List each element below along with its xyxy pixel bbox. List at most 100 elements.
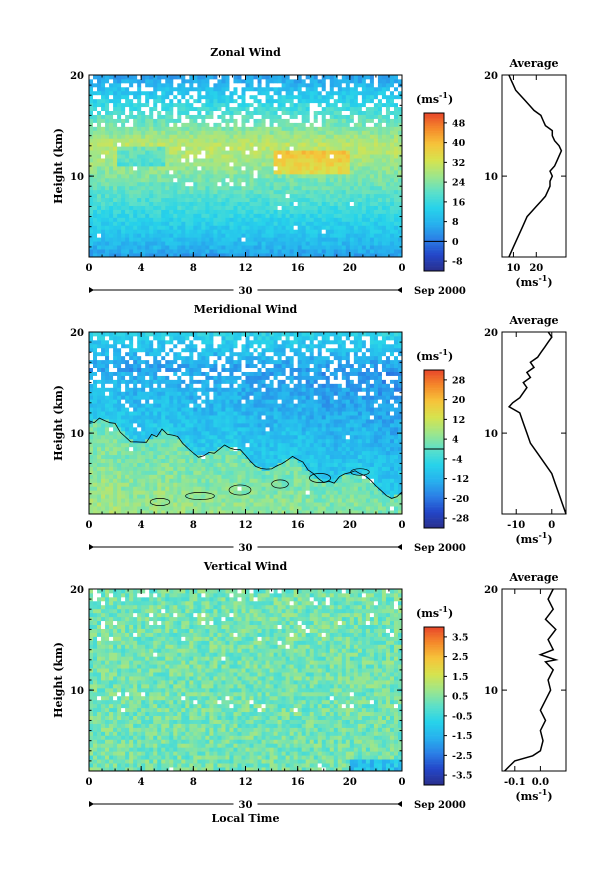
heatmap-cell <box>321 474 327 479</box>
heatmap-cell <box>281 82 287 88</box>
heatmap-cell <box>305 78 311 84</box>
heatmap-cell <box>237 193 242 199</box>
heatmap-cell <box>185 486 190 491</box>
heatmap-cell <box>317 138 323 143</box>
heatmap-cell <box>185 177 190 183</box>
heatmap-cell <box>349 94 355 100</box>
heatmap-cell <box>389 146 395 151</box>
heatmap-cell <box>117 118 122 123</box>
heatmap-cell <box>341 221 347 226</box>
heatmap-cell <box>389 193 395 199</box>
heatmap-cell <box>289 146 295 151</box>
heatmap-cell <box>385 130 391 135</box>
heatmap-cell <box>153 98 158 104</box>
heatmap-cell <box>141 134 146 139</box>
heatmap-cell <box>117 245 122 250</box>
heatmap-cell <box>285 197 291 203</box>
heatmap-cell <box>209 486 214 491</box>
heatmap-cell <box>221 98 226 104</box>
heatmap-cell <box>373 229 379 234</box>
heatmap-cell <box>157 102 162 108</box>
heatmap-cell <box>109 177 114 183</box>
heatmap-cell <box>389 482 395 487</box>
heatmap-cell <box>217 185 222 191</box>
heatmap-cell <box>261 229 266 234</box>
heatmap-cell <box>253 205 258 210</box>
heatmap-cell <box>149 221 154 226</box>
colorbar-swatch <box>424 113 444 115</box>
heatmap-cell <box>133 466 138 471</box>
heatmap-cell <box>101 466 106 471</box>
heatmap-cell <box>273 502 278 507</box>
heatmap-cell <box>261 86 266 92</box>
heatmap-cell <box>201 225 206 230</box>
heatmap-cell <box>289 241 295 246</box>
heatmap-cell <box>129 209 134 214</box>
colorbar-swatch <box>424 164 444 166</box>
heatmap-cell <box>189 470 194 475</box>
heatmap-cell <box>381 122 387 127</box>
heatmap-cell <box>289 106 295 112</box>
heatmap-cell <box>361 462 367 467</box>
heatmap-cell <box>365 205 371 210</box>
heatmap-cell <box>169 454 174 460</box>
heatmap-cell <box>185 490 190 495</box>
heatmap-cell <box>337 82 343 88</box>
heatmap-cell <box>117 193 122 199</box>
heatmap-cell <box>233 126 238 131</box>
heatmap-cell <box>149 510 154 515</box>
heatmap-cell <box>113 189 118 195</box>
heatmap-cell <box>121 217 126 222</box>
heatmap-cell <box>157 217 162 222</box>
heatmap-cell <box>301 502 307 507</box>
heatmap-cell <box>309 185 315 191</box>
heatmap-cell <box>109 189 114 195</box>
heatmap-cell <box>377 474 383 479</box>
heatmap-cell <box>341 237 347 242</box>
heatmap-cell <box>365 490 371 495</box>
heatmap-cell <box>197 90 202 96</box>
heatmap-cell <box>93 90 98 96</box>
heatmap-cell <box>105 118 110 123</box>
heatmap-cell <box>117 75 122 80</box>
heatmap-cell <box>329 237 335 242</box>
heatmap-cell <box>113 454 118 460</box>
heatmap-cell <box>141 118 146 123</box>
heatmap-cell <box>257 98 262 104</box>
heatmap-cell <box>269 106 274 112</box>
heatmap-cell <box>169 122 174 127</box>
heatmap-cell <box>189 462 194 467</box>
heatmap-cell <box>337 193 343 199</box>
heatmap-cell <box>253 506 258 511</box>
heatmap-cell <box>253 510 258 515</box>
heatmap-cell <box>121 197 126 203</box>
heatmap-cell <box>393 490 399 495</box>
heatmap-cell <box>129 466 134 471</box>
heatmap-cell <box>101 82 106 88</box>
heatmap-cell <box>113 110 118 115</box>
heatmap-cell <box>309 114 315 119</box>
heatmap-cell <box>233 142 238 147</box>
heatmap-cell <box>97 474 102 479</box>
heatmap-cell <box>149 142 154 147</box>
heatmap-cell <box>145 106 150 112</box>
heatmap-cell <box>113 217 118 222</box>
heatmap-cell <box>197 221 202 226</box>
heatmap-cell <box>229 94 234 100</box>
heatmap-cell <box>245 506 250 511</box>
heatmap-cell <box>369 193 375 199</box>
heatmap-cell <box>229 106 234 112</box>
heatmap-cell <box>333 490 339 495</box>
heatmap-cell <box>241 166 246 171</box>
heatmap-cell <box>157 454 162 460</box>
heatmap-cell <box>173 98 178 104</box>
heatmap-cell <box>265 110 270 115</box>
heatmap-cell <box>233 462 238 467</box>
heatmap-cell <box>149 225 154 230</box>
heatmap-cell <box>109 181 114 187</box>
heatmap-cell <box>121 102 126 108</box>
heatmap-cell <box>109 169 114 175</box>
heatmap-cell <box>245 458 250 463</box>
heatmap-cell <box>285 138 291 143</box>
heatmap-cell <box>189 98 194 104</box>
